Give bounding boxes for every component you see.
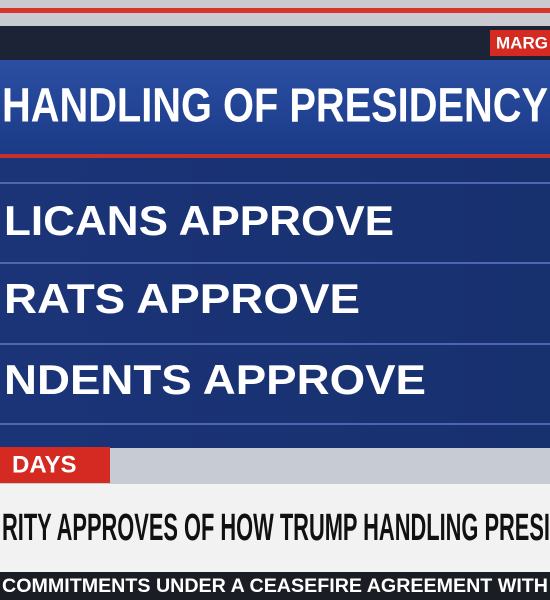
top-red-line — [0, 8, 550, 13]
tag-text: DAYS — [12, 451, 76, 478]
banner-text: RITY APPROVES OF HOW TRUMP HANDLING PRES… — [2, 507, 550, 549]
upper-band — [0, 26, 550, 60]
header-band — [0, 60, 550, 155]
banner — [0, 484, 550, 572]
ticker-text: COMMITMENTS UNDER A CEASEFIRE AGREEMENT … — [2, 576, 548, 597]
ticker — [0, 572, 550, 600]
header-red-line — [0, 154, 550, 158]
header-title: HANDLING OF PRESIDENCY — [2, 80, 548, 133]
row-label: NDENTS APPROVE — [4, 356, 426, 403]
rows-panel — [0, 158, 550, 448]
row-label: LICANS APPROVE — [4, 197, 394, 244]
row-label: RATS APPROVE — [4, 275, 360, 322]
tag-box — [0, 447, 110, 483]
badge-box — [490, 30, 550, 56]
badge-text: MARG — [496, 33, 548, 52]
